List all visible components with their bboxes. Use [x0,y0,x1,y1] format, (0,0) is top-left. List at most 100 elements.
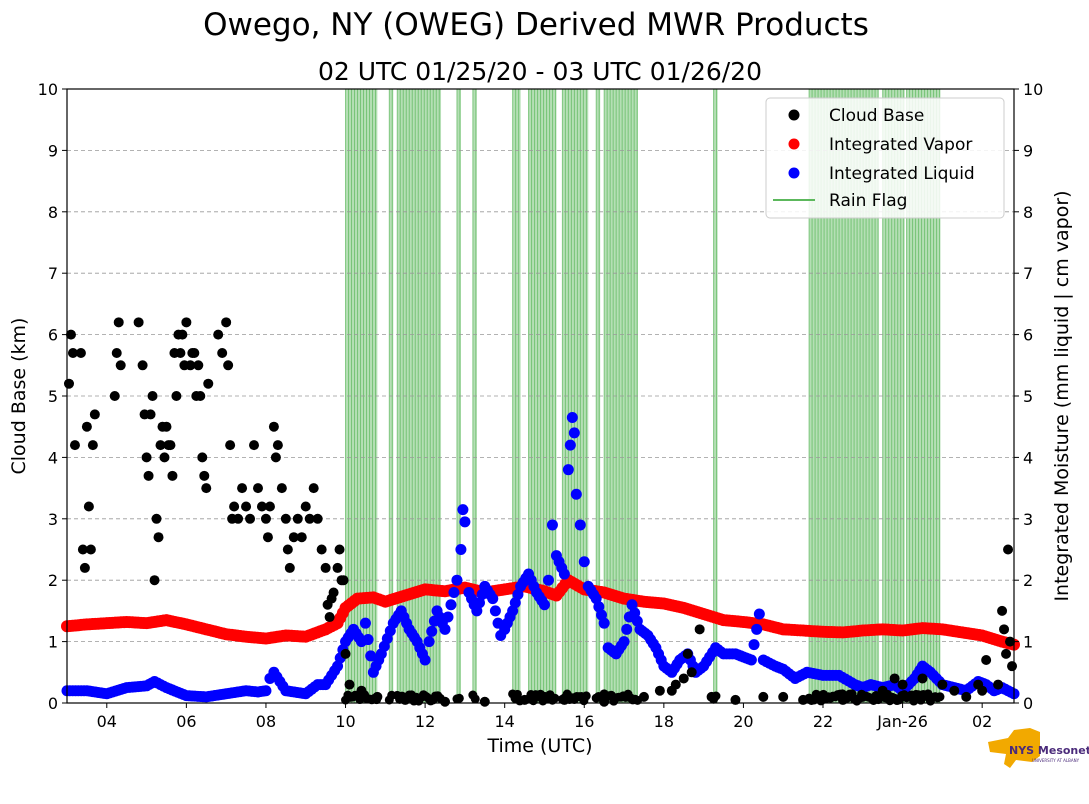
cloud-base-point [86,545,96,555]
cloud-base-point [309,483,319,493]
cloud-base-point [261,514,271,524]
cloud-base-point [285,563,295,573]
liquid-point [569,427,580,438]
liquid-point [363,634,374,645]
cloud-base-point [265,502,275,512]
cloud-base-point [70,440,80,450]
cloud-base-point [225,440,235,450]
cloud-base-point [177,330,187,340]
cloud-base-point [345,680,355,690]
legend-label-liquid: Integrated Liquid [829,164,975,184]
legend-marker-cloud-base [789,110,800,121]
cloud-base-point [341,649,351,659]
liquid-point [751,624,762,635]
cloud-base-point [937,680,947,690]
liquid-point [754,608,765,619]
cloud-base-point [161,422,171,432]
cloud-base-point [335,545,345,555]
x-tick-label: 08 [256,712,276,731]
cloud-base-point [201,483,211,493]
cloud-base-point [711,691,720,700]
liquid-point [575,519,586,530]
cloud-base-point [159,452,169,462]
cloud-base-point [197,452,207,462]
x-tick-label: 18 [654,712,674,731]
cloud-base-point [223,360,233,370]
cloud-base-point [84,502,94,512]
liquid-point [559,569,570,580]
cloud-base-point [273,440,283,450]
cloud-base-point [269,422,279,432]
liquid-point [547,519,558,530]
cloud-base-point [233,514,243,524]
cloud-base-point [981,655,991,665]
mesonet-logo: NYS Mesonet UNIVERSITY AT ALBANY [988,728,1089,768]
y-tick-label-left: 10 [38,80,58,99]
cloud-base-point [1003,545,1013,555]
liquid-point [448,587,459,598]
liquid-point [579,556,590,567]
cloud-base-point [114,317,124,327]
y-tick-label-right: 6 [1023,326,1033,345]
cloud-base-point [515,696,524,705]
x-tick-label: 16 [574,712,594,731]
cloud-base-point [144,471,154,481]
cloud-base-point [217,348,227,358]
cloud-base-point [146,409,156,419]
liquid-point [451,575,462,586]
y-tick-label-right: 8 [1023,203,1033,222]
cloud-base-point [221,317,231,327]
cloud-base-point [329,587,339,597]
cloud-base-point [150,575,160,585]
y-tick-label-left: 8 [48,203,58,222]
cloud-base-point [436,694,445,703]
cloud-base-point [455,694,464,703]
cloud-base-point [189,348,199,358]
liquid-point [571,489,582,500]
cloud-base-point [283,545,293,555]
cloud-base-point [237,483,247,493]
liquid-point [445,599,456,610]
logo-text: NYS Mesonet [1009,744,1089,757]
liquid-point [599,618,610,629]
liquid-point [490,605,501,616]
liquid-point [440,624,451,635]
x-tick-label: 02 [972,712,992,731]
cloud-base-point [76,348,86,358]
cloud-base-point [321,563,331,573]
cloud-base-point [480,697,490,707]
logo-subtext: UNIVERSITY AT ALBANY [1032,758,1080,763]
legend: Cloud Base Integrated Vapor Integrated L… [766,98,1004,218]
liquid-point [260,685,271,696]
cloud-base-point [961,692,971,702]
cloud-base-point [134,317,144,327]
cloud-base-point [917,673,927,683]
cloud-base-point [271,452,281,462]
cloud-base-point [1001,649,1011,659]
cloud-base-point [82,422,92,432]
cloud-base-point [778,692,788,702]
x-tick-label: 20 [733,712,753,731]
liquid-point [360,618,371,629]
cloud-base-point [339,575,349,585]
legend-label-vapor: Integrated Vapor [829,135,972,155]
cloud-base-point [281,514,291,524]
cloud-base-point [997,606,1007,616]
chart-title: Owego, NY (OWEG) Derived MWR Products [203,7,869,43]
chart: Owego, NY (OWEG) Derived MWR Products 02… [0,0,1089,804]
liquid-point [459,516,470,527]
chart-subtitle: 02 UTC 01/25/20 - 03 UTC 01/26/20 [318,57,762,86]
y-tick-label-left: 9 [48,141,58,160]
y-tick-label-left: 3 [48,510,58,529]
cloud-base-point [199,471,209,481]
x-tick-label: 06 [176,712,196,731]
cloud-base-point [301,502,311,512]
cloud-base-point [64,379,74,389]
cloud-base-point [167,471,177,481]
cloud-base-point [165,440,175,450]
liquid-point [749,639,760,650]
cloud-base-point [993,680,1003,690]
y-tick-label-right: 4 [1023,448,1033,467]
liquid-point [457,504,468,515]
cloud-base-point [80,563,90,573]
